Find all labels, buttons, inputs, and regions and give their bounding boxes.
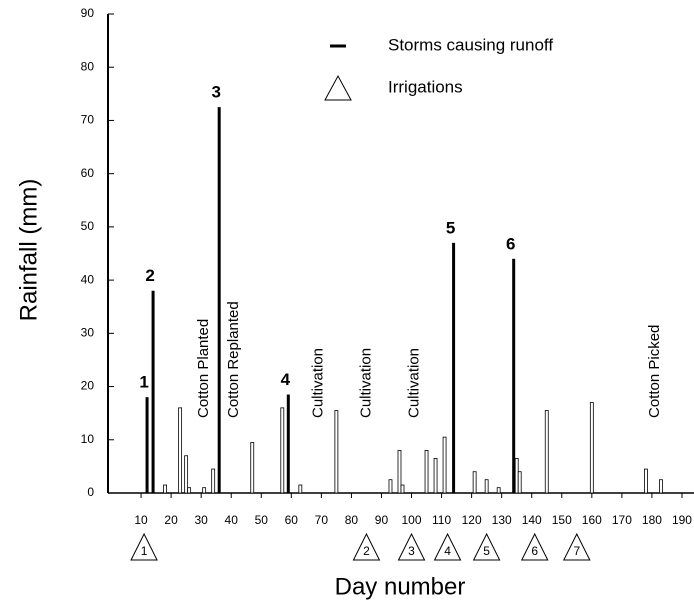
storm-bar <box>151 290 155 493</box>
rain-bar <box>484 479 489 494</box>
y-tick-label: 0 <box>87 485 94 499</box>
rain-bar <box>472 471 477 494</box>
rain-bar <box>388 479 393 494</box>
storm-label: 1 <box>139 373 148 392</box>
irrigation-label: 2 <box>363 544 370 558</box>
rain-bar <box>544 410 549 494</box>
x-tick-label: 40 <box>225 513 239 527</box>
rain-bar <box>250 442 255 494</box>
x-tick-label: 10 <box>134 513 148 527</box>
rain-bar <box>202 487 207 494</box>
rain-bar <box>211 468 216 494</box>
rain-bar <box>589 402 594 494</box>
x-tick-label: 150 <box>552 513 572 527</box>
irrigation-marker <box>352 532 381 561</box>
storm-bar <box>145 397 149 493</box>
irrigation-marker <box>520 532 549 561</box>
x-tick-label: 190 <box>672 513 692 527</box>
rain-bar <box>659 479 663 494</box>
rain-bar <box>424 450 429 494</box>
x-tick-label: 180 <box>642 513 662 527</box>
rain-bar <box>397 450 402 494</box>
rain-bar <box>178 407 183 494</box>
rain-bar <box>514 458 519 494</box>
irrigation-marker <box>433 532 462 561</box>
legend-triangle <box>324 74 352 101</box>
x-tick-label: 120 <box>462 513 482 527</box>
y-tick-label: 90 <box>81 6 95 20</box>
storm-bar <box>452 242 456 493</box>
storm-bar <box>512 258 516 493</box>
x-tick-label: 110 <box>432 513 451 527</box>
y-tick-label: 60 <box>81 166 95 180</box>
annotation: Cultivation <box>309 348 326 418</box>
x-tick-label: 90 <box>375 513 389 527</box>
irrigation-marker <box>130 532 158 561</box>
storm-bar <box>286 394 290 493</box>
x-axis-label: Day number <box>335 573 466 600</box>
y-tick-label: 70 <box>81 113 95 127</box>
irrigation-marker <box>562 532 591 561</box>
annotation: Cotton Planted <box>195 319 212 418</box>
rain-bar <box>187 487 192 494</box>
x-tick-label: 80 <box>345 513 359 527</box>
storm-label: 6 <box>506 234 515 253</box>
y-tick-label: 50 <box>81 219 95 233</box>
rain-bar <box>334 410 339 494</box>
annotation: Cultivation <box>357 348 374 418</box>
irrigation-label: 1 <box>141 544 148 558</box>
annotation: Cotton Picked <box>646 325 663 418</box>
x-tick-label: 20 <box>164 513 178 527</box>
x-tick-label: 30 <box>194 513 208 527</box>
rain-bar <box>517 471 522 494</box>
x-tick-label: 170 <box>612 513 632 527</box>
x-tick-label: 140 <box>522 513 542 527</box>
irrigation-marker <box>397 532 426 561</box>
rain-bar <box>184 455 189 494</box>
irrigation-label: 4 <box>444 544 451 558</box>
y-tick-label: 80 <box>81 59 95 73</box>
x-tick-label: 60 <box>285 513 299 527</box>
rain-bar <box>644 468 648 494</box>
rain-bar <box>280 407 285 494</box>
rain-bar <box>496 487 501 494</box>
y-tick-label: 30 <box>81 326 95 340</box>
legend-label: Irrigations <box>388 77 463 96</box>
x-tick-label: 70 <box>315 513 329 527</box>
annotation: Cotton Replanted <box>225 301 242 418</box>
x-tick-label: 50 <box>255 513 269 527</box>
y-tick-label: 20 <box>81 379 95 393</box>
rain-bar <box>400 484 405 494</box>
storm-label: 5 <box>446 218 455 237</box>
irrigation-marker <box>472 532 501 561</box>
y-tick-label: 40 <box>81 272 95 286</box>
irrigation-label: 3 <box>408 544 415 558</box>
rain-bar <box>163 484 167 494</box>
annotation: Cultivation <box>405 348 422 418</box>
rain-bar <box>442 436 447 494</box>
storm-label: 2 <box>145 266 154 285</box>
rain-bar <box>298 484 303 494</box>
storm-label: 4 <box>281 370 291 389</box>
x-tick-label: 100 <box>402 513 422 527</box>
storm-bar <box>217 107 221 493</box>
legend-label: Storms causing runoff <box>388 35 553 54</box>
irrigation-label: 6 <box>531 544 538 558</box>
storm-label: 3 <box>211 83 220 102</box>
x-tick-label: 160 <box>582 513 602 527</box>
y-axis-label: Rainfall (mm) <box>15 179 42 322</box>
irrigation-label: 7 <box>573 544 580 558</box>
rain-bar <box>433 458 438 494</box>
y-tick-label: 10 <box>81 432 95 446</box>
x-tick-label: 130 <box>492 513 512 527</box>
irrigation-label: 5 <box>483 544 490 558</box>
